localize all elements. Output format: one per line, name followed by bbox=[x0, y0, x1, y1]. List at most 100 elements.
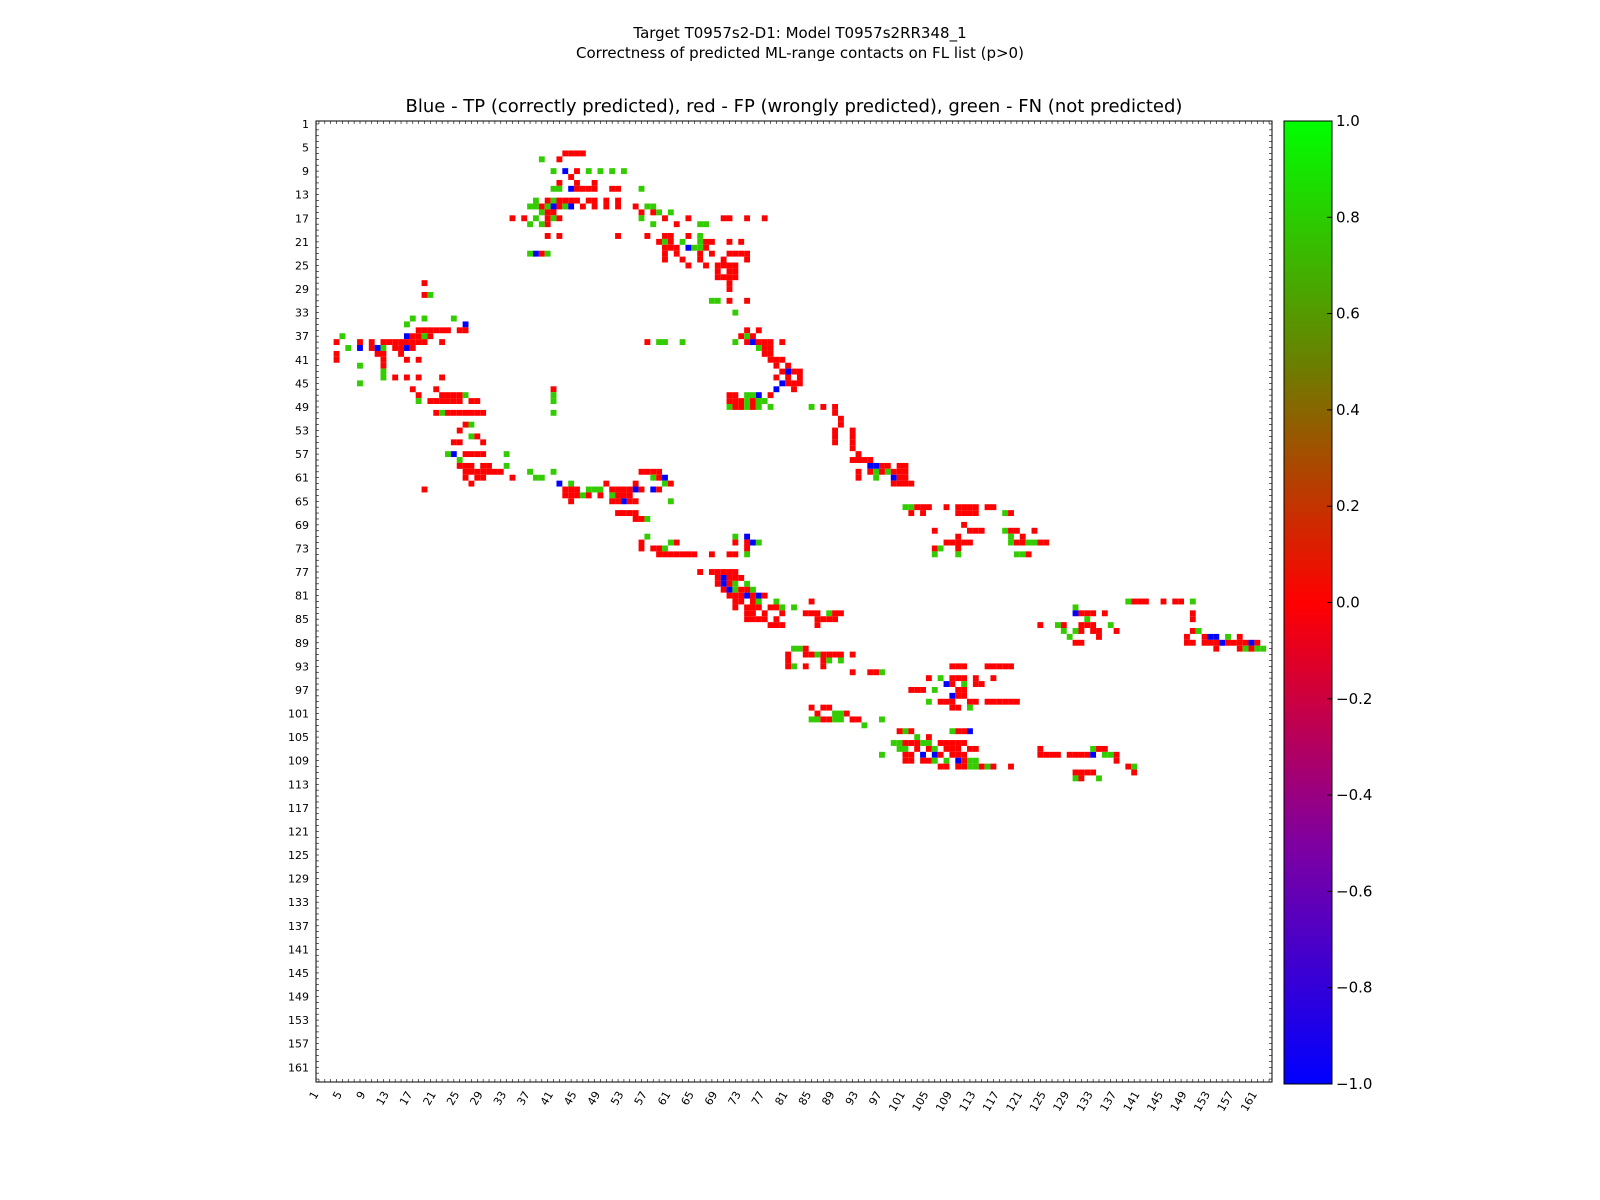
contact-cell bbox=[1113, 751, 1120, 758]
contact-cell bbox=[585, 168, 592, 175]
contact-cell bbox=[403, 356, 410, 363]
x-tick-label: 17 bbox=[397, 1089, 415, 1108]
contact-cell bbox=[638, 209, 645, 216]
contact-cell bbox=[550, 398, 557, 404]
contact-cell bbox=[620, 492, 627, 499]
x-tick-label: 129 bbox=[1050, 1089, 1072, 1114]
contact-cell bbox=[568, 498, 575, 505]
contact-cell bbox=[491, 468, 498, 475]
contact-cell bbox=[1090, 745, 1097, 752]
contact-cell bbox=[761, 215, 768, 222]
contact-cell bbox=[533, 215, 539, 222]
contact-cell bbox=[972, 504, 979, 511]
contact-cell bbox=[820, 716, 827, 723]
contact-cell bbox=[732, 569, 739, 575]
contact-cell bbox=[849, 433, 856, 440]
contact-cell bbox=[961, 757, 968, 764]
contact-cell bbox=[415, 333, 422, 340]
contact-cell bbox=[767, 345, 774, 351]
contact-cell bbox=[779, 622, 786, 629]
contact-cell bbox=[597, 486, 604, 493]
contact-cell bbox=[832, 651, 838, 658]
contact-cell bbox=[914, 504, 921, 511]
contact-cell bbox=[1084, 622, 1091, 629]
contact-cell bbox=[726, 262, 733, 269]
contact-cell bbox=[427, 398, 434, 404]
contact-cell bbox=[615, 498, 621, 505]
contact-cell bbox=[574, 492, 580, 499]
contact-cell bbox=[967, 504, 973, 511]
contact-cell bbox=[574, 486, 580, 493]
contact-cell bbox=[380, 350, 387, 357]
contact-cell bbox=[773, 374, 780, 381]
colorbar-tick-label: 0.4 bbox=[1336, 401, 1360, 419]
contact-cell bbox=[679, 551, 686, 558]
contact-cell bbox=[744, 580, 751, 587]
y-tick-label: 85 bbox=[295, 613, 309, 626]
contact-cell bbox=[920, 740, 926, 746]
contact-cell bbox=[1090, 751, 1097, 758]
contact-cell bbox=[574, 150, 580, 157]
contact-cell bbox=[468, 421, 475, 428]
contact-cell bbox=[1002, 527, 1009, 534]
y-tick-label: 29 bbox=[295, 283, 309, 296]
contact-cell bbox=[644, 339, 651, 346]
contact-cell bbox=[832, 616, 838, 623]
contact-cell bbox=[392, 374, 399, 381]
contact-cell bbox=[744, 539, 751, 546]
contact-cell bbox=[462, 451, 469, 458]
contact-cell bbox=[662, 480, 668, 487]
contact-cell bbox=[908, 751, 915, 758]
contact-cell bbox=[796, 368, 803, 375]
contact-cell bbox=[732, 574, 739, 581]
contact-cell bbox=[1072, 769, 1079, 776]
contact-cell bbox=[884, 462, 891, 469]
contact-cell bbox=[1137, 598, 1143, 605]
contact-cell bbox=[738, 398, 745, 404]
contact-cell bbox=[761, 339, 768, 346]
contact-cell bbox=[726, 215, 733, 222]
contact-cell bbox=[837, 610, 844, 617]
contact-cell bbox=[972, 698, 979, 705]
contact-cell bbox=[1013, 551, 1020, 558]
contact-cell bbox=[1072, 639, 1079, 646]
x-tick-label: 121 bbox=[1004, 1089, 1026, 1114]
contact-cell bbox=[955, 751, 962, 758]
contact-cell bbox=[837, 415, 844, 422]
contact-cell bbox=[820, 651, 827, 658]
y-tick-label: 77 bbox=[295, 566, 309, 579]
contact-cell bbox=[849, 457, 856, 463]
contact-cell bbox=[380, 356, 387, 363]
contact-cell bbox=[808, 403, 815, 410]
contact-cell bbox=[779, 368, 786, 375]
contact-cell bbox=[468, 451, 475, 458]
contact-cell bbox=[767, 392, 774, 399]
contact-cell bbox=[720, 580, 727, 587]
contact-cell bbox=[368, 345, 375, 351]
y-tick-label: 105 bbox=[288, 731, 309, 744]
contact-cell bbox=[896, 468, 903, 475]
contact-cell bbox=[955, 686, 962, 693]
contact-cell bbox=[632, 498, 639, 505]
contact-cell bbox=[450, 439, 457, 446]
contact-cell bbox=[544, 233, 551, 239]
contact-cell bbox=[773, 598, 780, 605]
contact-cell bbox=[961, 663, 968, 670]
contact-cell bbox=[456, 457, 463, 463]
contact-cell bbox=[955, 704, 962, 711]
contact-cell bbox=[703, 262, 709, 269]
contact-cell bbox=[902, 757, 909, 764]
contact-cell bbox=[873, 474, 880, 481]
contact-cell bbox=[996, 663, 1003, 670]
y-tick-label: 133 bbox=[288, 896, 309, 909]
contact-cell bbox=[855, 474, 862, 481]
contact-cell bbox=[896, 745, 903, 752]
contact-cell bbox=[662, 474, 668, 481]
contact-cell bbox=[849, 669, 856, 676]
contact-cell bbox=[632, 510, 639, 517]
contact-cell bbox=[638, 539, 645, 546]
contact-cell bbox=[761, 398, 768, 404]
contact-cell bbox=[879, 462, 885, 469]
contact-cell bbox=[714, 262, 721, 269]
contact-cell bbox=[720, 215, 727, 222]
